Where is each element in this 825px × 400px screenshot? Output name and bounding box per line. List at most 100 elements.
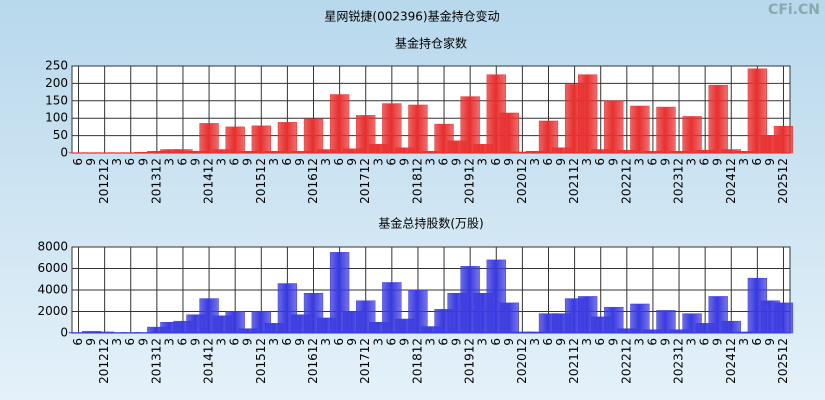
- y-tick-label: 6000: [37, 261, 68, 275]
- x-tick-label: 3: [371, 158, 385, 166]
- x-tick-label: 6: [280, 158, 294, 166]
- x-tick-label: 9: [345, 338, 359, 346]
- x-tick-label: 9: [293, 158, 307, 166]
- x-tick-label: 9: [606, 158, 620, 166]
- x-tick-label: 6: [280, 338, 294, 346]
- x-tick-label: 6: [332, 158, 346, 166]
- x-tick-label: 202212: [619, 338, 633, 384]
- y-tick-label: 4000: [37, 283, 68, 297]
- x-tick-label: 6: [384, 158, 398, 166]
- x-tick-label: 6: [645, 338, 659, 346]
- bar: [225, 311, 245, 334]
- x-tick-label: 3: [737, 338, 751, 346]
- bar: [630, 105, 650, 154]
- bar: [199, 123, 219, 154]
- bar: [356, 115, 376, 154]
- bar: [682, 116, 702, 154]
- x-tick-label: 6: [489, 158, 503, 166]
- x-tick-label: 3: [319, 338, 333, 346]
- x-tick-label: 9: [606, 338, 620, 346]
- x-tick-label: 3: [528, 338, 542, 346]
- x-tick-label: 6: [123, 158, 137, 166]
- x-tick-label: 9: [450, 158, 464, 166]
- bar: [499, 112, 519, 154]
- bar: [251, 125, 271, 154]
- x-tick-label: 201612: [306, 158, 320, 204]
- x-tick-label: 3: [267, 338, 281, 346]
- x-tick-label: 9: [711, 338, 725, 346]
- x-tick-label: 9: [554, 158, 568, 166]
- x-tick-label: 3: [632, 338, 646, 346]
- x-tick-label: 3: [319, 158, 333, 166]
- x-tick-label: 3: [110, 338, 124, 346]
- x-tick-label: 9: [763, 158, 777, 166]
- bar: [721, 320, 741, 334]
- x-tick-label: 201812: [410, 158, 424, 204]
- x-tick-label: 6: [175, 338, 189, 346]
- x-tick-label: 6: [489, 338, 503, 346]
- x-tick-label: 201212: [97, 158, 111, 204]
- bar: [747, 68, 768, 154]
- y-tick-label: 150: [45, 93, 68, 107]
- x-tick-label: 201612: [306, 338, 320, 384]
- x-tick-label: 3: [580, 158, 594, 166]
- x-tick-label: 9: [293, 338, 307, 346]
- y-tick-label: 100: [45, 111, 68, 125]
- x-tick-label: 202212: [619, 158, 633, 204]
- x-tick-label: 201912: [463, 158, 477, 204]
- bar: [538, 120, 559, 154]
- x-tick-label: 202312: [672, 338, 686, 384]
- watermark: CFi.CN: [768, 2, 820, 18]
- y-tick-label: 2000: [37, 304, 68, 318]
- y-tick-label: 250: [45, 59, 68, 73]
- x-tick-label: 6: [593, 158, 607, 166]
- x-tick-label: 3: [162, 158, 176, 166]
- bar: [630, 303, 650, 334]
- y-tick-label: 8000: [37, 240, 68, 254]
- x-tick-label: 202112: [567, 338, 581, 384]
- x-tick-label: 3: [215, 338, 229, 346]
- x-tick-label: 6: [541, 158, 555, 166]
- bar: [382, 103, 402, 154]
- y-tick-label: 0: [60, 146, 68, 160]
- plot-area: [71, 65, 791, 154]
- y-tick-label: 0: [60, 326, 68, 340]
- x-tick-label: 6: [750, 158, 764, 166]
- x-tick-label: 9: [189, 158, 203, 166]
- x-tick-label: 6: [593, 338, 607, 346]
- x-tick-label: 9: [136, 158, 150, 166]
- x-tick-label: 3: [685, 158, 699, 166]
- bar: [460, 96, 480, 154]
- x-tick-label: 201312: [149, 338, 163, 384]
- x-tick-label: 3: [476, 158, 490, 166]
- x-tick-label: 6: [228, 158, 242, 166]
- x-tick-label: 6: [384, 338, 398, 346]
- x-tick-label: 201312: [149, 158, 163, 204]
- x-tick-label: 201212: [97, 338, 111, 384]
- x-tick-label: 6: [71, 158, 85, 166]
- bar: [499, 302, 519, 334]
- x-tick-label: 202012: [515, 338, 529, 384]
- x-tick-label: 3: [632, 158, 646, 166]
- x-tick-label: 6: [645, 158, 659, 166]
- bar: [277, 122, 298, 154]
- x-tick-label: 3: [737, 158, 751, 166]
- bar: [604, 100, 624, 154]
- x-tick-label: 3: [110, 158, 124, 166]
- x-tick-label: 3: [580, 338, 594, 346]
- x-tick-label: 9: [763, 338, 777, 346]
- x-tick-label: 3: [267, 158, 281, 166]
- page-title: 星网锐捷(002396)基金持仓变动: [324, 9, 499, 24]
- bar: [656, 106, 676, 154]
- x-tick-label: 6: [437, 158, 451, 166]
- x-tick-label: 201512: [254, 338, 268, 384]
- x-tick-label: 201712: [358, 158, 372, 204]
- x-tick-label: 6: [332, 338, 346, 346]
- x-tick-label: 202312: [672, 158, 686, 204]
- x-tick-label: 9: [345, 158, 359, 166]
- bar: [773, 302, 794, 334]
- x-tick-label: 9: [502, 158, 516, 166]
- x-tick-label: 3: [685, 338, 699, 346]
- x-tick-label: 3: [424, 338, 438, 346]
- x-tick-label: 201712: [358, 338, 372, 384]
